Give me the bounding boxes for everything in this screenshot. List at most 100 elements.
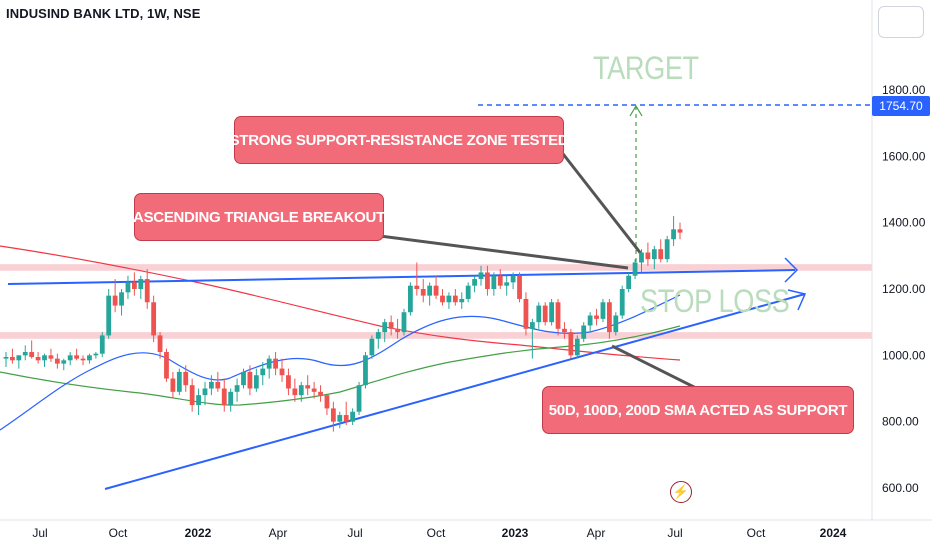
candle: [330, 401, 336, 432]
candle: [363, 352, 368, 389]
candle: [517, 272, 522, 303]
candle: [10, 348, 15, 364]
candle: [645, 242, 651, 266]
candle: [311, 381, 317, 399]
candle: [112, 279, 118, 313]
callout-support-resistance: STRONG SUPPORT-RESISTANCE ZONE TESTED: [230, 116, 569, 164]
candle: [221, 378, 227, 412]
candle: [446, 292, 452, 309]
candle: [639, 249, 644, 273]
candle: [356, 381, 362, 416]
candle: [131, 272, 137, 296]
candle: [42, 353, 47, 367]
chart-toolbar-button[interactable]: [878, 6, 924, 38]
target-price-tag: 1754.70: [872, 96, 930, 116]
candle: [677, 222, 683, 240]
candle: [202, 381, 208, 406]
time-axis: Jul Oct 2022 Apr Jul Oct 2023 Apr Jul Oct 2024: [32, 526, 846, 540]
chart-title: INDUSIND BANK LTD, 1W, NSE: [6, 6, 201, 21]
candle: [99, 332, 105, 357]
candle: [510, 272, 516, 289]
time-tick-label: Oct: [109, 526, 128, 540]
candle: [228, 388, 234, 412]
candle: [343, 401, 349, 425]
candle: [433, 275, 439, 299]
candle: [555, 298, 561, 336]
candle: [523, 292, 529, 336]
candle: [189, 378, 195, 412]
time-tick-label: Oct: [747, 526, 766, 540]
time-tick-label: Oct: [427, 526, 446, 540]
sma-100-line: [0, 325, 681, 406]
time-tick-label: Jul: [667, 526, 682, 540]
candle: [504, 275, 510, 296]
candle: [600, 298, 606, 323]
candle: [626, 272, 632, 293]
candle: [266, 355, 272, 379]
sma-pointer: [611, 344, 701, 392]
triangle-pointer: [379, 234, 629, 270]
lightning-bolt-icon[interactable]: ⚡: [670, 481, 692, 503]
time-tick-label: Apr: [587, 526, 606, 540]
candle: [594, 308, 599, 326]
candle: [632, 259, 638, 280]
support-arrow-head: [787, 289, 807, 311]
candle: [209, 375, 214, 396]
candle: [305, 375, 311, 396]
candle: [350, 408, 356, 425]
candle: [144, 269, 150, 309]
candle: [48, 348, 54, 362]
candle: [671, 216, 676, 246]
price-tick-label: 1200.00: [882, 282, 926, 296]
time-tick-label: 2022: [185, 526, 212, 540]
zone-band-0: [0, 264, 872, 271]
price-tick-label: 800.00: [882, 415, 919, 429]
sma-50-line: [0, 294, 681, 431]
candle: [253, 368, 259, 392]
candle: [581, 322, 587, 343]
target-label: TARGET: [593, 50, 699, 86]
candle: [472, 275, 477, 293]
sma-200-line: [0, 245, 681, 361]
candle: [549, 298, 555, 326]
candle: [176, 368, 182, 396]
candle: [440, 289, 445, 306]
candle: [420, 279, 426, 303]
candle: [497, 269, 503, 289]
candle: [587, 312, 593, 333]
candle: [80, 355, 86, 366]
candle: [286, 368, 291, 396]
candle: [375, 328, 381, 349]
candle: [292, 378, 298, 402]
stop-loss-label: STOP LOSS: [640, 283, 790, 319]
candle: [613, 312, 619, 336]
candle: [151, 295, 157, 343]
candle: [337, 411, 343, 429]
candle: [241, 368, 246, 389]
candle: [529, 318, 535, 359]
candle: [29, 340, 35, 359]
candle: [234, 378, 240, 402]
candle: [196, 388, 201, 416]
candle: [542, 302, 548, 326]
resistance-arrow-head: [784, 257, 799, 283]
candle: [54, 353, 60, 369]
candle: [408, 282, 413, 316]
candle: [485, 265, 490, 296]
candle: [35, 352, 41, 364]
candle: [651, 245, 657, 270]
candle: [606, 298, 612, 339]
candle: [459, 292, 465, 309]
price-tick-label: 1000.00: [882, 348, 926, 362]
candle: [3, 352, 9, 367]
candle: [401, 308, 407, 336]
time-tick-label: 2023: [502, 526, 529, 540]
candle: [324, 395, 330, 416]
time-tick-label: Jul: [347, 526, 362, 540]
candle: [562, 322, 567, 339]
candle: [568, 328, 574, 359]
price-axis: 600.00 800.00 1000.00 1200.00 1400.00 1600.00…: [882, 83, 926, 495]
candle: [298, 381, 304, 402]
price-tick-label: 1800.00: [882, 83, 926, 97]
